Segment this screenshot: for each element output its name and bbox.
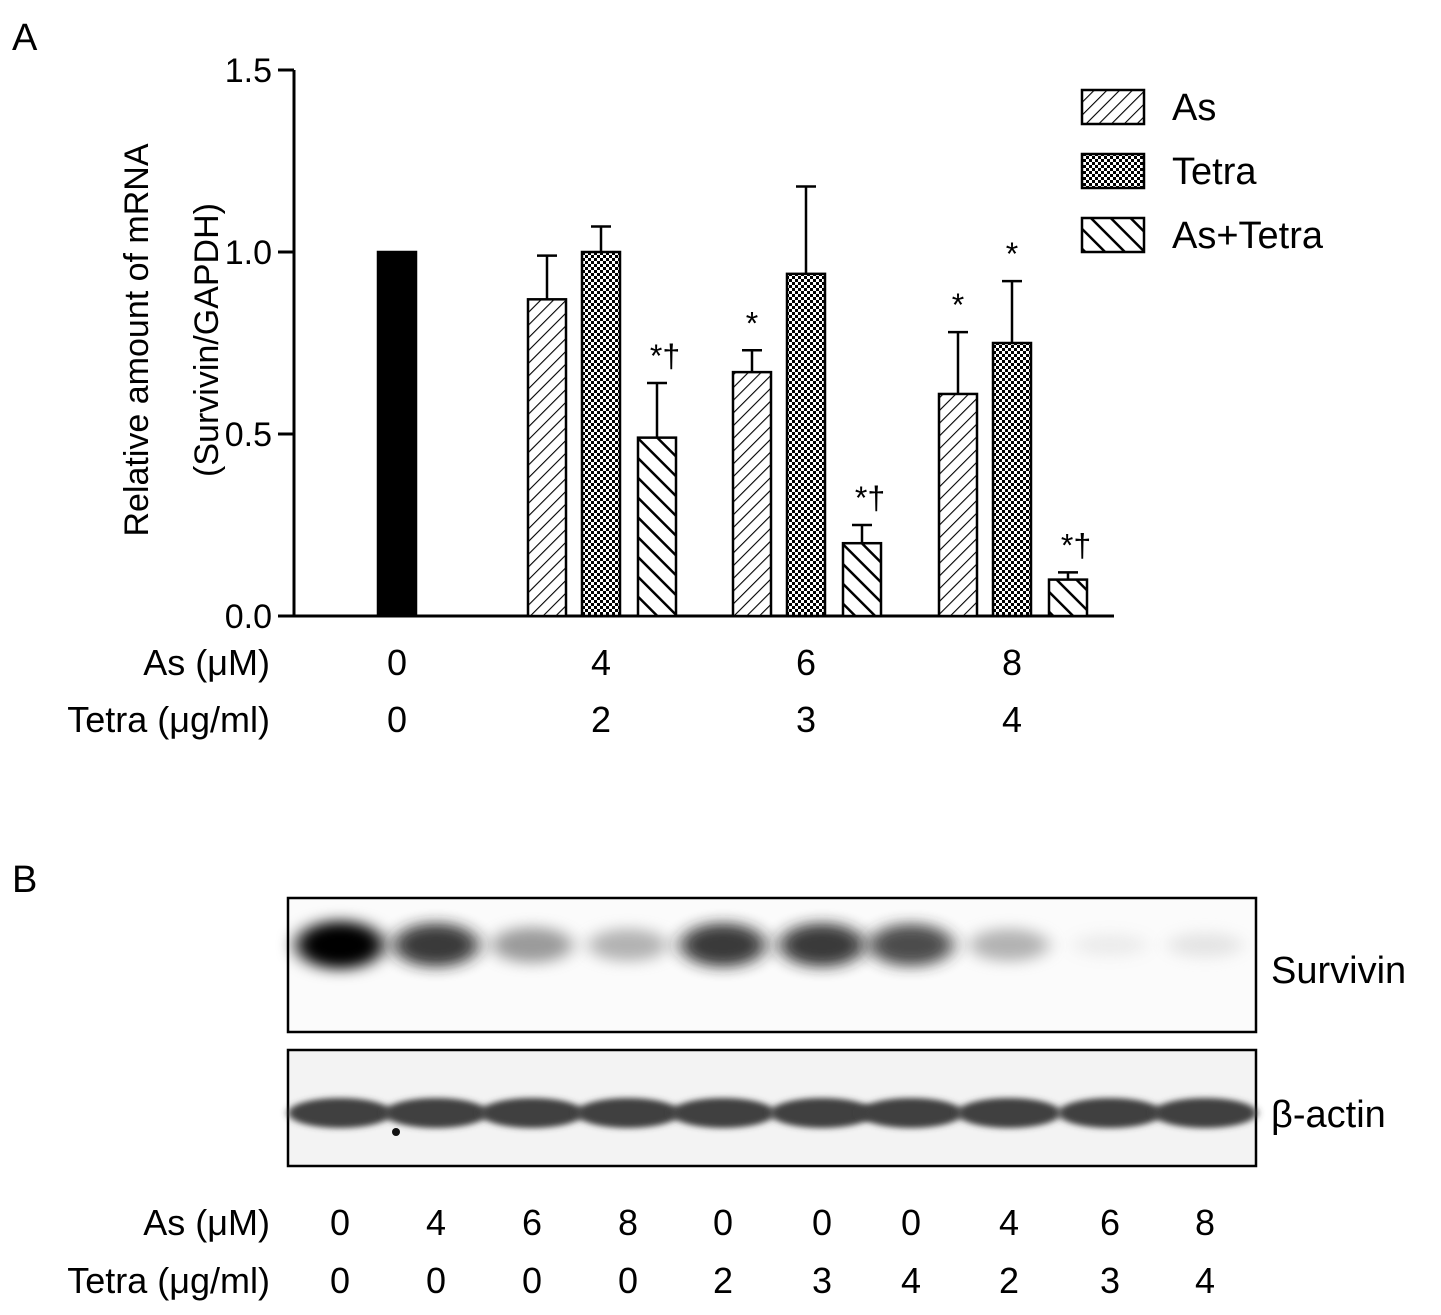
bar-as-tetra-2-significance-label: *† bbox=[1061, 527, 1091, 563]
blot-row-value: 6 bbox=[522, 1202, 542, 1243]
blot-condition-rows: As (μM) 0 4 6 8 0 0 0 4 6 8 Tetra (μg/ml) 0 0 0 0 2 3 4 2 3 4 bbox=[67, 1202, 1215, 1301]
actin-band bbox=[770, 1098, 874, 1128]
blot-row-label: Tetra (μg/ml) bbox=[67, 1260, 270, 1301]
survivin-band bbox=[588, 928, 668, 962]
panel-a-label: A bbox=[12, 17, 38, 59]
y-axis-title-line1: Relative amount of mRNA bbox=[118, 143, 156, 536]
bar-as-tetra-1 bbox=[841, 541, 883, 618]
x-row-value: 6 bbox=[796, 642, 816, 683]
survivin-band-label: Survivin bbox=[1271, 950, 1406, 992]
survivin-band bbox=[491, 927, 573, 963]
x-row-value: 3 bbox=[796, 699, 816, 740]
legend-label: As+Tetra bbox=[1172, 215, 1324, 257]
blot-row-value: 0 bbox=[618, 1260, 638, 1301]
blot-row-value: 2 bbox=[999, 1260, 1019, 1301]
survivin-band bbox=[393, 923, 479, 967]
blot-row-value: 0 bbox=[426, 1260, 446, 1301]
bar-tetra-1 bbox=[785, 272, 827, 618]
x-row-value: 4 bbox=[1002, 699, 1022, 740]
survivin-band bbox=[868, 923, 954, 967]
blot-row-value: 0 bbox=[901, 1202, 921, 1243]
actin-band bbox=[384, 1098, 488, 1128]
bar-control bbox=[376, 250, 418, 618]
actin-band bbox=[1058, 1098, 1162, 1128]
bar-as-1-significance-label: * bbox=[746, 305, 758, 341]
survivin-band bbox=[779, 923, 865, 967]
blot-row-label: As (μM) bbox=[143, 1202, 270, 1243]
western-blot: Survivin β-actin bbox=[286, 896, 1406, 1168]
x-axis-rows: As (μM) 0 4 6 8 Tetra (μg/ml) 0 2 3 4 bbox=[67, 642, 1022, 740]
blot-row-value: 4 bbox=[999, 1202, 1019, 1243]
x-row-label: As (μM) bbox=[143, 642, 270, 683]
bar-as-tetra-0-significance-label: *† bbox=[650, 338, 680, 374]
bar-as-1 bbox=[731, 370, 773, 618]
bar-as-0 bbox=[526, 298, 568, 618]
blot-row-value: 0 bbox=[713, 1202, 733, 1243]
bar-as-2-significance-label: * bbox=[952, 287, 964, 323]
actin-band bbox=[957, 1098, 1061, 1128]
bar-as-tetra-2 bbox=[1047, 578, 1089, 618]
legend-swatch bbox=[1080, 152, 1146, 190]
bar-tetra-2-significance-label: * bbox=[1006, 236, 1018, 272]
y-axis-ticks: 0.0 0.5 1.0 1.5 bbox=[225, 52, 294, 636]
x-row-value: 2 bbox=[591, 699, 611, 740]
legend-swatch bbox=[1080, 88, 1146, 126]
x-row-label: Tetra (μg/ml) bbox=[67, 699, 270, 740]
y-tick-label: 1.5 bbox=[225, 52, 272, 90]
bar-tetra-0 bbox=[580, 250, 622, 618]
actin-band bbox=[288, 1098, 392, 1128]
x-row-value: 0 bbox=[387, 699, 407, 740]
survivin-band bbox=[969, 928, 1049, 962]
survivin-band bbox=[1167, 932, 1243, 958]
y-axis-title-line2: (Survivin/GAPDH) bbox=[188, 203, 226, 477]
blot-row-value: 4 bbox=[426, 1202, 446, 1243]
blot-row-value: 6 bbox=[1100, 1202, 1120, 1243]
blot-row-value: 4 bbox=[901, 1260, 921, 1301]
y-axis-title: Relative amount of mRNA (Survivin/GAPDH) bbox=[118, 143, 226, 536]
blot-row-value: 0 bbox=[812, 1202, 832, 1243]
blot-speck bbox=[392, 1128, 400, 1136]
y-tick-label: 0.5 bbox=[225, 416, 272, 454]
y-tick-label: 0.0 bbox=[225, 598, 272, 636]
blot-row-value: 0 bbox=[330, 1202, 350, 1243]
blot-row-value: 2 bbox=[713, 1260, 733, 1301]
x-row-value: 4 bbox=[591, 642, 611, 683]
actin-band bbox=[576, 1098, 680, 1128]
actin-band bbox=[1153, 1098, 1257, 1128]
legend-swatch bbox=[1080, 216, 1146, 254]
bar-tetra-2 bbox=[991, 341, 1033, 618]
legend-label: Tetra bbox=[1172, 151, 1257, 193]
actin-band bbox=[480, 1098, 584, 1128]
y-tick-label: 1.0 bbox=[225, 234, 272, 272]
actin-band bbox=[671, 1098, 775, 1128]
bar-as-tetra-0 bbox=[636, 436, 678, 618]
blot-row-value: 8 bbox=[618, 1202, 638, 1243]
blot-row-value: 3 bbox=[812, 1260, 832, 1301]
survivin-band bbox=[296, 921, 384, 969]
actin-band-label: β-actin bbox=[1271, 1094, 1386, 1136]
survivin-bands bbox=[296, 921, 1243, 969]
blot-row-value: 3 bbox=[1100, 1260, 1120, 1301]
bar-as-tetra-1-significance-label: *† bbox=[855, 480, 885, 516]
blot-row-value: 0 bbox=[522, 1260, 542, 1301]
panel-b-label: B bbox=[12, 859, 37, 901]
legend: As Tetra As+Tetra bbox=[1080, 87, 1324, 257]
legend-label: As bbox=[1172, 87, 1216, 129]
actin-bands bbox=[288, 1098, 1257, 1128]
blot-row-value: 4 bbox=[1195, 1260, 1215, 1301]
survivin-band bbox=[1073, 933, 1147, 957]
blot-row-value: 0 bbox=[330, 1260, 350, 1301]
x-row-value: 0 bbox=[387, 642, 407, 683]
blot-row-value: 8 bbox=[1195, 1202, 1215, 1243]
bar-as-2 bbox=[937, 392, 979, 618]
x-row-value: 8 bbox=[1002, 642, 1022, 683]
survivin-band bbox=[680, 923, 766, 967]
bar-layer: *† * *† * * *† bbox=[376, 185, 1091, 618]
actin-band bbox=[859, 1098, 963, 1128]
